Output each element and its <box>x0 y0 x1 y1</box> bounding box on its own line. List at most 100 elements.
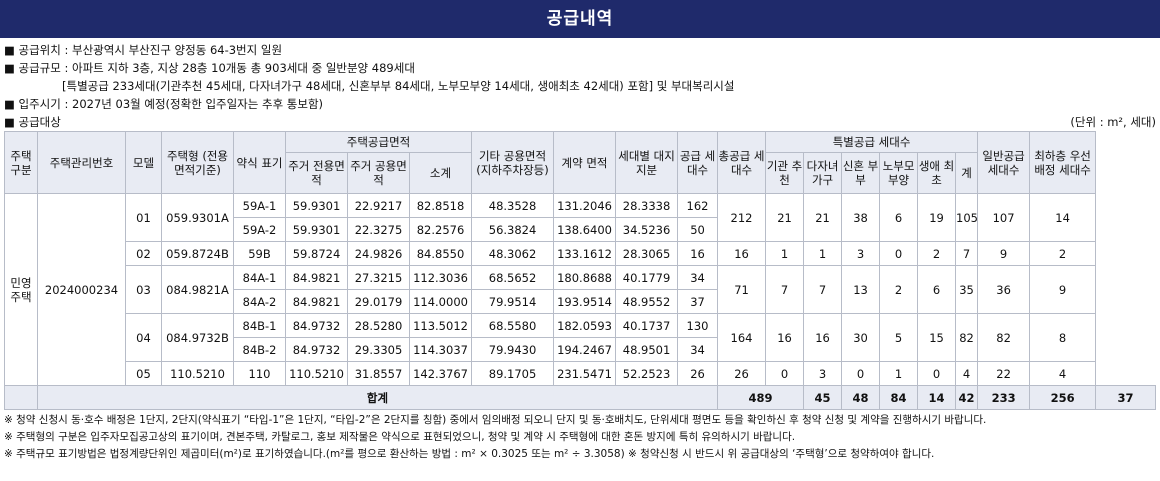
header-special: 특별공급 세대수 <box>765 131 979 153</box>
cell-model: 03 <box>125 265 162 314</box>
table-row: 민영 주택 2024000234 01 059.9301A 59A-1 59.9301 22… <box>4 193 1156 386</box>
table-row: 84A-2 84.9821 29.0179 114.0000 79.9514 193.95… <box>5 289 1156 314</box>
cell-abbr: 84B-1 <box>233 313 286 338</box>
header-inst: 기관 추천 <box>765 152 805 194</box>
cell-general: 82 <box>977 313 1031 362</box>
cell-subtotal: 114.3037 <box>408 337 473 362</box>
cell-supply-units: 34 <box>677 337 719 362</box>
cell-abbr: 59A-2 <box>233 217 286 242</box>
cell-common-area: 29.3305 <box>347 337 410 362</box>
cell-other-common: 68.5580 <box>471 313 555 338</box>
cell-land-share: 40.1737 <box>615 313 679 338</box>
cell-other-common: 89.1705 <box>471 361 555 386</box>
cell-abbr: 59B <box>233 241 286 266</box>
info-target-row: ■ 공급대상 (단위 : m², 세대) <box>4 113 1156 131</box>
table-row: 84B-2 84.9732 29.3305 114.3037 79.9430 194.24… <box>5 337 1156 362</box>
cell-first: 15 <box>917 313 957 362</box>
cell-house-type: 084.9732B <box>161 313 234 362</box>
cell-house-type: 110.5210 <box>161 361 234 386</box>
header-type: 주택 구분 <box>4 131 38 194</box>
page-title: 공급내역 <box>0 0 1160 38</box>
cell-general: 36 <box>977 265 1031 314</box>
cell-total-units: 164 <box>717 313 767 362</box>
cell-first: 2 <box>917 241 957 266</box>
total-newly: 84 <box>879 385 919 410</box>
cell-elderly: 6 <box>879 193 919 242</box>
cell-elderly: 0 <box>879 241 919 266</box>
info-move-in: ■ 입주시기 : 2027년 03월 예정(정확한 입주일자는 추후 통보함) <box>4 97 324 111</box>
cell-general: 107 <box>977 193 1031 242</box>
supply-table: 주택 구분 주택관리번호 모델 주택형 (전용면적기준) 약식 표기 주택공급면… <box>4 131 1156 410</box>
cell-general: 22 <box>977 361 1031 386</box>
cell-abbr: 59A-1 <box>233 193 286 218</box>
cell-subtotal: 82.8518 <box>408 193 473 218</box>
total-units: 489 <box>717 385 805 410</box>
cell-land-share: 52.2523 <box>615 361 679 386</box>
cell-exclusive-area: 59.9301 <box>285 193 348 218</box>
supply-info: ■ 공급위치 : 부산광역시 부산진구 양정동 64-3번지 일원 ■ 공급규모… <box>0 38 1160 131</box>
cell-special-sum: 105 <box>955 193 979 242</box>
cell-common-area: 24.9826 <box>347 241 410 266</box>
cell-special-sum: 4 <box>955 361 979 386</box>
cell-elderly: 2 <box>879 265 919 314</box>
cell-land-share: 28.3065 <box>615 241 679 266</box>
cell-contract-area: 138.6400 <box>553 217 617 242</box>
table-row: 59A-2 59.9301 22.3275 82.2576 56.3824 138.640… <box>5 217 1156 242</box>
cell-newly: 38 <box>841 193 881 242</box>
cell-newly: 13 <box>841 265 881 314</box>
header-mgmt-no: 주택관리번호 <box>37 131 126 194</box>
cell-abbr: 110 <box>233 361 286 386</box>
cell-exclusive-area: 110.5210 <box>285 361 348 386</box>
header-supply-units: 공급 세대수 <box>677 131 719 194</box>
header-subtotal: 소계 <box>408 152 473 194</box>
cell-newly: 0 <box>841 361 881 386</box>
cell-special-sum: 82 <box>955 313 979 362</box>
header-contract-area: 계약 면적 <box>553 131 617 194</box>
cell-subtotal: 82.2576 <box>408 217 473 242</box>
table-row: 05 110.5210 110 110.5210 31.8557 142.3767 89.1… <box>5 361 1156 386</box>
cell-first: 19 <box>917 193 957 242</box>
cell-subtotal: 112.3036 <box>408 265 473 290</box>
cell-multi: 7 <box>803 265 843 314</box>
header-common: 주거 공용면적 <box>347 152 410 194</box>
cell-subtotal: 114.0000 <box>408 289 473 314</box>
info-target: ■ 공급대상 <box>4 115 61 129</box>
cell-land-share: 34.5236 <box>615 217 679 242</box>
header-abbr: 약식 표기 <box>233 131 286 194</box>
info-scale-detail: [특별공급 233세대(기관추천 45세대, 다자녀가구 48세대, 신혼부부 … <box>62 79 735 93</box>
total-label: 합계 <box>36 385 719 410</box>
cell-special-sum: 35 <box>955 265 979 314</box>
cell-house-type: 084.9821A <box>161 265 234 314</box>
header-first: 생애 최초 <box>917 152 957 194</box>
cell-exclusive-area: 84.9821 <box>285 289 348 314</box>
cell-total-units: 26 <box>717 361 767 386</box>
cell-top-floor: 9 <box>1029 265 1097 314</box>
cell-elderly: 1 <box>879 361 919 386</box>
cell-other-common: 68.5652 <box>471 265 555 290</box>
cell-common-area: 22.3275 <box>347 217 410 242</box>
cell-land-share: 48.9552 <box>615 289 679 314</box>
cell-first: 0 <box>917 361 957 386</box>
cell-contract-area: 133.1612 <box>553 241 617 266</box>
cell-other-common: 79.9514 <box>471 289 555 314</box>
cell-mgmt-no: 2024000234 <box>37 193 126 386</box>
cell-newly: 30 <box>841 313 881 362</box>
total-general: 256 <box>1029 385 1097 410</box>
cell-exclusive-area: 84.9732 <box>285 313 348 338</box>
cell-supply-units: 162 <box>677 193 719 218</box>
cell-other-common: 56.3824 <box>471 217 555 242</box>
cell-top-floor: 2 <box>1029 241 1097 266</box>
total-top-floor: 37 <box>1095 385 1156 410</box>
cell-special-sum: 7 <box>955 241 979 266</box>
total-first: 42 <box>955 385 979 410</box>
cell-abbr: 84B-2 <box>233 337 286 362</box>
cell-contract-area: 193.9514 <box>553 289 617 314</box>
total-row: 합계 489 45 48 84 14 42 233 256 37 <box>4 385 1156 410</box>
cell-land-share: 48.9501 <box>615 337 679 362</box>
header-top-floor: 최하층 우선배정 세대수 <box>1029 131 1097 194</box>
table-body: 민영 주택 2024000234 01 059.9301A 59A-1 59.9301 22… <box>4 193 1156 410</box>
table-row: 04 084.9732B 84B-1 84.9732 28.5280 113.5012 68… <box>5 313 1156 362</box>
cell-exclusive-area: 84.9732 <box>285 337 348 362</box>
cell-supply-units: 26 <box>677 361 719 386</box>
cell-inst: 21 <box>765 193 805 242</box>
